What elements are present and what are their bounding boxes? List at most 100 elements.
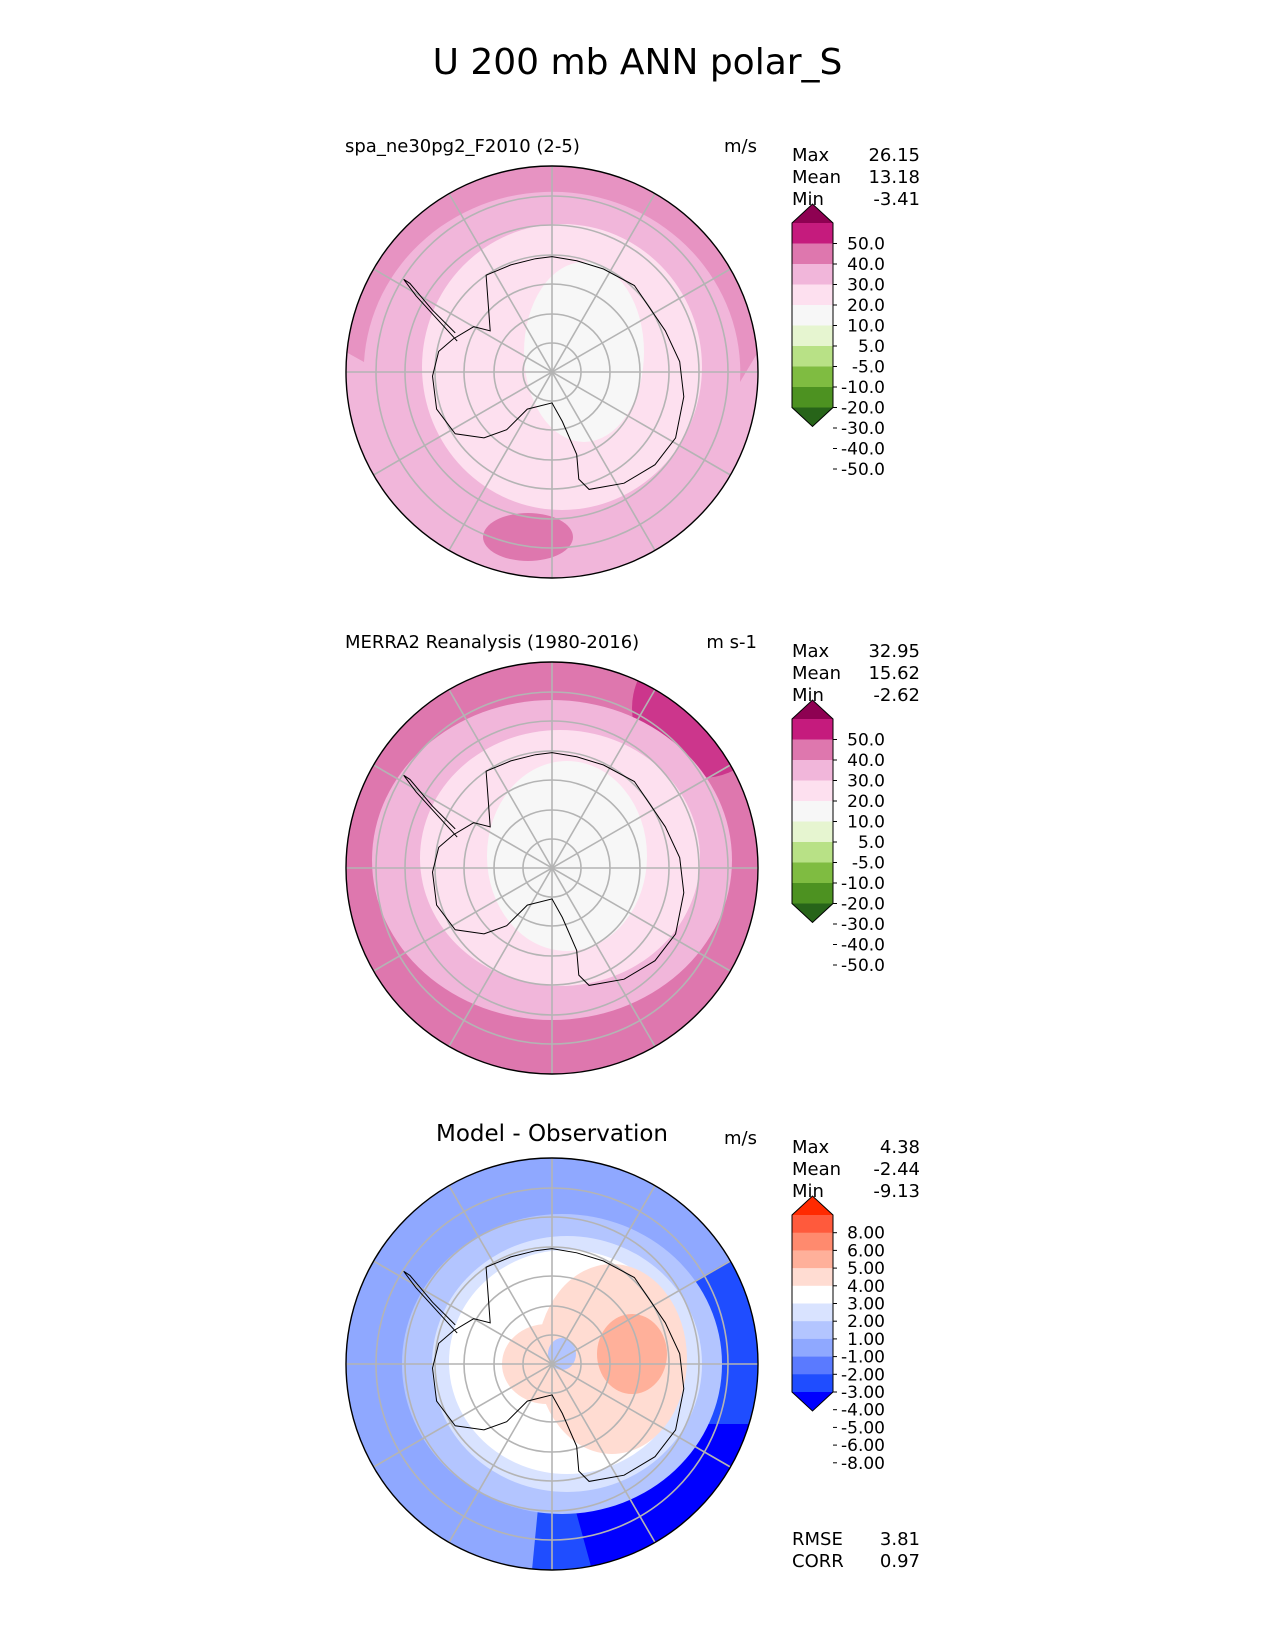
panel3-peninsula-coastline	[403, 1270, 458, 1334]
panel3-colorbar: 8.006.005.004.003.002.001.00-1.00-2.00-3…	[791, 1195, 885, 1474]
panel3-colorbar-bin	[792, 1232, 833, 1251]
panel2-colorbar-bottom-extend	[792, 903, 833, 923]
panel1-colorbar-tick-label: -10.0	[841, 378, 885, 398]
panel1-colorbar: 50.040.030.020.010.05.0-5.0-10.0-20.0-30…	[791, 203, 885, 480]
panel1-units: m/s	[724, 136, 757, 157]
panel3-colorbar-tick-label: 1.00	[847, 1330, 885, 1350]
panel3-colorbar-tick-label: 3.00	[847, 1295, 885, 1315]
panel1-colorbar-tick-label: -30.0	[841, 419, 885, 439]
panel1-colorbar-bin	[792, 243, 833, 265]
panel3-colorbar-bin	[792, 1215, 833, 1234]
panel3-stat-mean: -2.44	[873, 1159, 920, 1180]
panel2-colorbar-tick-label: -20.0	[841, 895, 885, 915]
panel1-colorbar-tick-label: 40.0	[847, 255, 885, 275]
panel1-stat-min: -3.41	[873, 189, 920, 210]
panel3-colorbar-bin	[792, 1250, 833, 1269]
panel1-colorbar-bottom-extend	[792, 407, 833, 427]
panel1-peninsula-coastline	[403, 278, 458, 342]
panel2-field-5-10	[487, 761, 647, 951]
panel3-colorbar-bin	[792, 1268, 833, 1287]
panel3-boundary	[345, 1157, 759, 1571]
panel2-colorbar: 50.040.030.020.010.05.0-5.0-10.0-20.0-30…	[791, 699, 885, 976]
panel1-colorbar-bin	[792, 284, 833, 306]
panel1-colorbar-tick-label: 20.0	[847, 296, 885, 316]
panel2-units: m s-1	[706, 632, 757, 653]
panel1-antarctica-coastline	[431, 256, 685, 490]
panel2-stat-label-min: Min	[792, 685, 824, 706]
panel2-colorbar-tick-label: -30.0	[841, 915, 885, 935]
panel1-colorbar-tick-label: -50.0	[841, 460, 885, 480]
panel3-units: m/s	[724, 1128, 757, 1149]
panel1-stat-label-min: Min	[792, 189, 824, 210]
panel3-colorbar-bin	[792, 1374, 833, 1393]
panel1-stat-label-max: Max	[792, 145, 830, 166]
panel2-stat-label-max: Max	[792, 641, 830, 662]
panel3-colorbar-tick-label: -6.00	[841, 1436, 885, 1456]
panel2-colorbar-tick-label: 40.0	[847, 751, 885, 771]
panel1-field-5-10	[524, 262, 644, 442]
panel1-boundary	[345, 165, 759, 579]
panel1-colorbar-bin	[792, 387, 833, 409]
panel2-colorbar-tick-label: 5.0	[858, 833, 885, 853]
panel3-stat-min: -9.13	[873, 1181, 920, 1202]
panel3-antarctica-coastline	[431, 1248, 685, 1482]
panel3-colorbar-tick-label: -2.00	[841, 1365, 885, 1385]
panel2-colorbar-bin	[792, 883, 833, 905]
panel2-colorbar-tick-label: -10.0	[841, 874, 885, 894]
panel1-colorbar-bin	[792, 366, 833, 388]
panel1-colorbar-bin	[792, 264, 833, 286]
panel2-colorbar-tick-label: 50.0	[847, 731, 885, 751]
panel2-colorbar-tick-label: 30.0	[847, 772, 885, 792]
panel3-colorbar-bin	[792, 1356, 833, 1375]
panel2-colorbar-bin	[792, 760, 833, 782]
panel3-colorbar-bottom-extend	[792, 1392, 833, 1411]
metric-rmse-value: 3.81	[879, 1529, 920, 1550]
panel1-field-30-40-blob	[483, 513, 573, 561]
panel2-peninsula-coastline	[403, 774, 458, 838]
panel3-map	[345, 1157, 759, 1571]
panel2-stat-max: 32.95	[868, 641, 920, 662]
metric-label-corr: CORR	[792, 1551, 844, 1572]
panel3-colorbar-tick-label: -1.00	[841, 1348, 885, 1368]
panel3-colorbar-bin	[792, 1303, 833, 1322]
panel1-colorbar-tick-label: 50.0	[847, 235, 885, 255]
panel1-colorbar-bin	[792, 325, 833, 347]
panel3-colorbar-bin	[792, 1321, 833, 1340]
panel1-colorbar-bin	[792, 346, 833, 368]
panel1-colorbar-tick-label: 5.0	[858, 337, 885, 357]
panel1-stat-label-mean: Mean	[792, 167, 842, 188]
panel2-colorbar-tick-label: 20.0	[847, 792, 885, 812]
figure-title: U 200 mb ANN polar_S	[432, 42, 843, 83]
panel3-graticule	[346, 1158, 758, 1570]
panel1-colorbar-bin	[792, 223, 833, 245]
panel1-graticule	[346, 166, 758, 578]
panel2-map	[345, 661, 759, 1075]
panel1-stat-max: 26.15	[868, 145, 920, 166]
panel3-stat-max: 4.38	[879, 1137, 920, 1158]
metric-corr-value: 0.97	[879, 1551, 920, 1572]
panel2-stat-min: -2.62	[873, 685, 920, 706]
panel3-colorbar-tick-label: 6.00	[847, 1241, 885, 1261]
panel1-colorbar-bin	[792, 305, 833, 327]
panel2-colorbar-bin	[792, 801, 833, 823]
panel2-antarctica-coastline	[431, 752, 685, 986]
panel3-stat-label-mean: Mean	[792, 1159, 842, 1180]
panel2-colorbar-tick-label: -50.0	[841, 956, 885, 976]
panel1-colorbar-tick-label: -5.0	[852, 358, 885, 378]
panel1-colorbar-tick-label: 30.0	[847, 276, 885, 296]
panel2-colorbar-bin	[792, 821, 833, 843]
panel2-colorbar-bin	[792, 739, 833, 761]
panel1-field-30-40-rim	[346, 166, 758, 382]
panel3-colorbar-bin	[792, 1285, 833, 1305]
panel3-field-pos2	[597, 1314, 667, 1394]
panel1-colorbar-top-extend	[792, 204, 833, 223]
panel3-colorbar-tick-label: 8.00	[847, 1224, 885, 1244]
panel3-colorbar-tick-label: -3.00	[841, 1383, 885, 1403]
panel2-colorbar-top-extend	[792, 700, 833, 719]
panel1-map	[345, 165, 759, 579]
panel2-graticule	[346, 662, 758, 1074]
panel2-boundary	[345, 661, 759, 1075]
panel3-colorbar-tick-label: 4.00	[847, 1277, 885, 1297]
panel3-colorbar-tick-label: 2.00	[847, 1312, 885, 1332]
panel1-colorbar-tick-label: -40.0	[841, 440, 885, 460]
